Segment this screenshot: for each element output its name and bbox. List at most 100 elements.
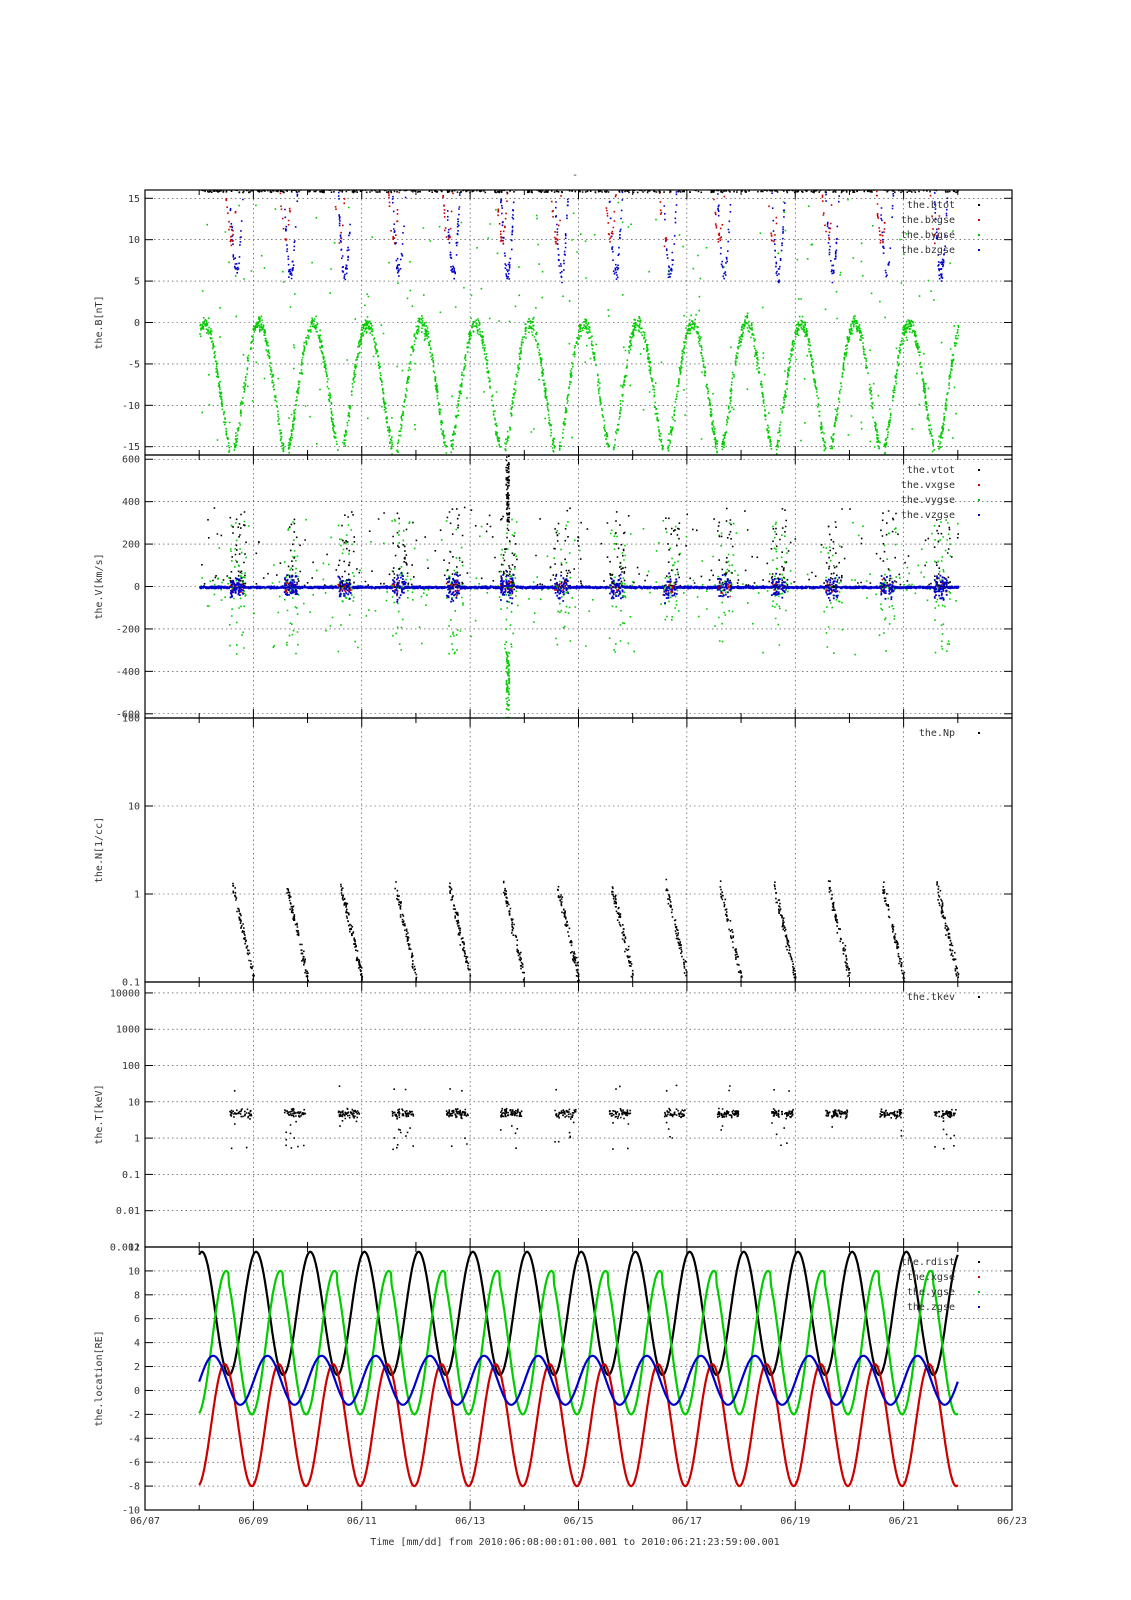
y-tick-label: -200 xyxy=(116,624,140,635)
grid xyxy=(145,190,1012,455)
y-tick-label: 0 xyxy=(134,318,140,329)
series-the-bzgse xyxy=(229,190,949,284)
panel-4: 0.001 0.01 0.1 1 10 100 1000 10000 the.T[keV] the… xyxy=(94,981,1013,1254)
y-tick-label: 200 xyxy=(122,540,140,551)
y-axis: -15 -10 -5 0 5 10 15 xyxy=(122,194,1012,453)
series-the-Np xyxy=(232,878,960,982)
x-tick-label: 06/19 xyxy=(780,1516,810,1527)
y-tick-label: 2 xyxy=(134,1362,140,1373)
series-the-xgse xyxy=(198,1363,959,1488)
x-axis-label: Time [mm/dd] from 2010:06:08:00:01:00.00… xyxy=(370,1537,779,1548)
y-tick-label: -5 xyxy=(128,359,140,370)
y-tick-label: 400 xyxy=(122,497,140,508)
x-tick-label: 06/13 xyxy=(455,1516,485,1527)
y-tick-label: 0 xyxy=(134,582,140,593)
y-tick-label: -600 xyxy=(116,709,140,720)
y-tick-label: 0.01 xyxy=(116,1206,140,1217)
y-tick-label: -8 xyxy=(128,1482,140,1493)
legend-label: the.ygse xyxy=(907,1287,955,1298)
y-tick-label: 1 xyxy=(134,1134,140,1145)
x-tick-label: 06/07 xyxy=(130,1516,160,1527)
legend-swatch xyxy=(978,1291,980,1293)
legend-swatch xyxy=(978,732,980,734)
plot-area xyxy=(199,190,960,455)
x-tick-label: 06/11 xyxy=(347,1516,377,1527)
series-the-tkev xyxy=(229,1084,957,1151)
x-ticks xyxy=(144,1247,1013,1510)
y-tick-label: -15 xyxy=(122,442,140,453)
y-tick-label: 10 xyxy=(128,802,140,813)
x-ticks xyxy=(144,718,1013,982)
series-the-ygse xyxy=(198,1269,959,1416)
legend: the.vtot the.vxgse the.vygse the.vzgse xyxy=(901,465,980,521)
legend-swatch xyxy=(978,1261,980,1263)
series-the-zgse xyxy=(198,1354,959,1406)
x-tick-label: 06/09 xyxy=(238,1516,268,1527)
panels: -15-10-5051015the.B[nT]the.btotthe.bxgse… xyxy=(94,189,1013,1517)
series-the-bygse xyxy=(199,198,960,455)
y-tick-label: 0.1 xyxy=(122,1170,140,1181)
y-tick-label: 600 xyxy=(122,455,140,466)
legend-swatch xyxy=(978,204,980,206)
y-tick-label: 5 xyxy=(134,277,140,288)
legend-label: the.bzgse xyxy=(901,245,955,256)
legend-label: the.rdist xyxy=(901,1257,955,1268)
y-tick-label: 0.001 xyxy=(110,1243,140,1254)
legend: the.btot the.bxgse the.bygse the.bzgse xyxy=(901,200,980,256)
y-tick-label: -6 xyxy=(128,1458,140,1469)
figure-title: - xyxy=(572,170,578,181)
y-tick-label: 100 xyxy=(122,1061,140,1072)
y-tick-label: 8 xyxy=(134,1290,140,1301)
x-tick-label: 06/23 xyxy=(997,1516,1027,1527)
y-tick-label: -4 xyxy=(128,1434,140,1445)
legend: the.rdist the.xgse the.ygse the.zgse xyxy=(901,1257,980,1313)
series-the-vygse xyxy=(505,651,511,718)
y-axis-label: the.N[1/cc] xyxy=(94,817,105,883)
panel-5: -10 -8 -6 -4 -2 0 2 4 6 8 10 12 the.location[RE] the.… xyxy=(94,1243,1013,1517)
y-axis-label: the.V[km/s] xyxy=(94,553,105,619)
legend-swatch xyxy=(978,219,980,221)
legend-swatch xyxy=(978,234,980,236)
legend-label: the.bygse xyxy=(901,230,955,241)
y-tick-label: 15 xyxy=(128,194,140,205)
legend-swatch xyxy=(978,996,980,998)
x-tick-label: 06/17 xyxy=(672,1516,702,1527)
legend-swatch xyxy=(978,469,980,471)
legend: the.tkev xyxy=(907,992,980,1003)
series-the-btot xyxy=(201,190,959,194)
legend-swatch xyxy=(978,1276,980,1278)
series-the-vzgse xyxy=(199,570,960,605)
y-axis: -10 -8 -6 -4 -2 0 2 4 6 8 10 12 xyxy=(122,1243,1012,1517)
legend-label: the.vygse xyxy=(901,495,955,506)
y-axis-label: the.B[nT] xyxy=(94,295,105,349)
legend-swatch xyxy=(978,1306,980,1308)
y-tick-label: 4 xyxy=(134,1338,140,1349)
x-ticks xyxy=(144,455,1013,718)
y-tick-label: 10 xyxy=(128,235,140,246)
legend-label: the.vtot xyxy=(907,465,955,476)
legend-label: the.vxgse xyxy=(901,480,955,491)
panel-1: -15 -10 -5 0 5 10 15 the.B[nT] the.btot the.bxgse… xyxy=(94,189,1013,456)
legend: the.Np xyxy=(919,728,980,739)
y-tick-label: 0 xyxy=(134,1386,140,1397)
y-tick-label: 0.1 xyxy=(122,978,140,989)
plot-area xyxy=(229,1084,957,1151)
x-axis-tick-labels: 06/07 06/09 06/11 06/13 06/15 06/17 06/19 06/21… xyxy=(130,1516,1027,1527)
series-the-vtot xyxy=(505,455,511,523)
y-axis: 0.001 0.01 0.1 1 10 100 1000 10000 xyxy=(110,988,1012,1254)
x-ticks xyxy=(144,190,1013,455)
legend-label: the.zgse xyxy=(907,1302,955,1313)
legend-label: the.vzgse xyxy=(901,510,955,521)
legend-swatch xyxy=(978,499,980,501)
y-tick-label: 1000 xyxy=(116,1025,140,1036)
plot-area xyxy=(199,455,960,718)
legend-label: the.xgse xyxy=(907,1272,955,1283)
legend-label: the.btot xyxy=(907,200,955,211)
y-tick-label: 1 xyxy=(134,890,140,901)
y-tick-label: -10 xyxy=(122,1506,140,1517)
legend-swatch xyxy=(978,484,980,486)
grid xyxy=(145,982,1012,1247)
grid xyxy=(145,718,1012,982)
legend-swatch xyxy=(978,514,980,516)
